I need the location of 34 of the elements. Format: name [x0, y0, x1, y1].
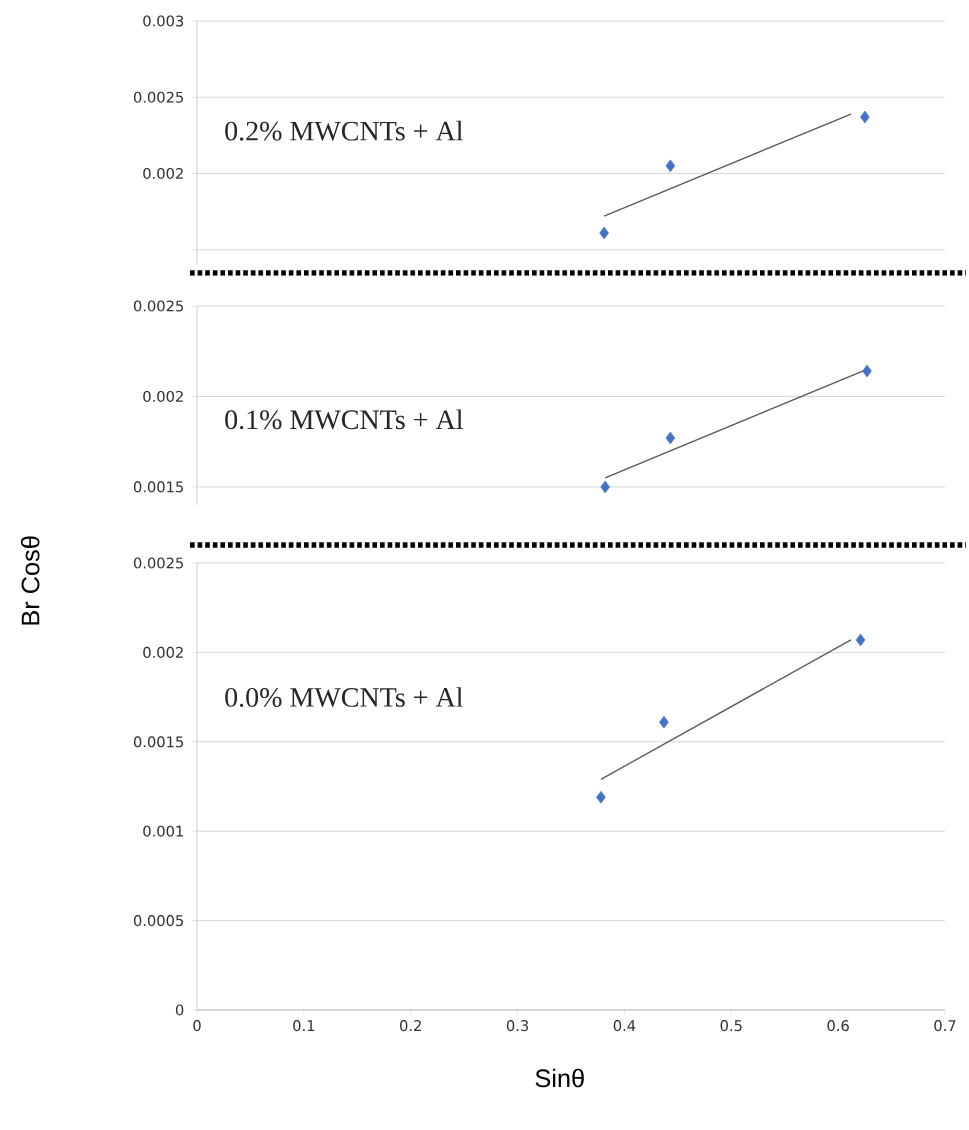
point [665, 159, 676, 173]
y-tick-label: 0.0005 [134, 915, 184, 927]
y-tick-label: 0.003 [143, 15, 184, 27]
point [596, 790, 606, 804]
annotation: 0.1% MWCNTs + Al [225, 409, 464, 430]
y-tick-label: 0.001 [143, 825, 184, 837]
y-tick-label: 0 [176, 1004, 184, 1016]
point [659, 715, 669, 729]
y-axis-title: Br Cosθ [21, 536, 40, 625]
x-tick-label: 0.2 [400, 1020, 422, 1032]
annotation: 0.0% MWCNTs + Al [225, 687, 464, 708]
y-tick-label: 0.0025 [134, 557, 184, 569]
y-tick-label: 0.002 [143, 646, 183, 658]
x-tick-label: 0.3 [507, 1020, 529, 1032]
x-tick-label: 0.4 [613, 1020, 636, 1032]
y-tick-label: 0.002 [143, 167, 183, 180]
y-tick-label: 0.0015 [134, 481, 184, 493]
annotation: 0.2% MWCNTs + Al [225, 120, 464, 141]
x-tick-label: 0.7 [934, 1020, 956, 1032]
y-tick-label: 0.0025 [134, 300, 184, 312]
x-tick-label: 0.5 [720, 1020, 742, 1032]
y-tick-label: 0.0025 [134, 91, 184, 103]
point [862, 364, 872, 378]
point [855, 633, 866, 647]
x-axis-title: Sinθ [535, 1068, 584, 1088]
y-tick-label: 0.002 [143, 390, 183, 402]
point [599, 226, 610, 240]
x-tick-label: 0.1 [293, 1020, 315, 1032]
point [860, 110, 870, 124]
point [600, 480, 611, 494]
y-tick-label: 0.0015 [134, 736, 184, 748]
x-tick-label: 0.6 [827, 1020, 850, 1032]
x-tick-label: 0 [193, 1020, 201, 1032]
point [665, 431, 676, 445]
